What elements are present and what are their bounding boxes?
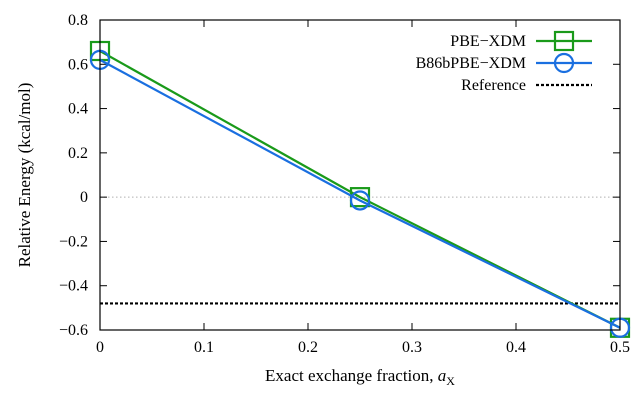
y-tick-label: −0.4 xyxy=(59,278,88,295)
x-tick-label: 0.1 xyxy=(194,339,214,356)
y-tick-label: 0.6 xyxy=(68,56,88,73)
x-axis-label-subscript: X xyxy=(446,374,455,388)
legend-swatch-marker xyxy=(553,52,575,74)
legend-label: PBE−XDM xyxy=(450,33,526,50)
plot-frame xyxy=(99,19,621,331)
x-tick-label: 0.3 xyxy=(402,339,422,356)
x-tick-label: 0 xyxy=(96,339,104,356)
x-tick-label: 0.2 xyxy=(298,339,318,356)
legend-label: Reference xyxy=(461,77,526,94)
legend-swatch-marker xyxy=(553,30,575,52)
x-axis-label-symbol: a xyxy=(438,366,447,385)
y-axis-label: Relative Energy (kcal/mol) xyxy=(15,83,34,268)
legend-label: B86bPBE−XDM xyxy=(416,55,526,72)
y-tick-label: 0 xyxy=(80,189,88,206)
x-tick-label: 0.5 xyxy=(610,339,630,356)
series-line xyxy=(99,58,621,329)
y-tick-label: −0.6 xyxy=(59,322,88,339)
y-tick-label: 0.2 xyxy=(68,145,88,162)
y-tick-label: −0.2 xyxy=(59,233,88,250)
y-tick-label: 0.8 xyxy=(68,12,88,29)
data-point xyxy=(349,190,371,211)
y-tick-label: 0.4 xyxy=(68,101,88,118)
series-line xyxy=(99,50,621,329)
x-axis-label-text: Exact exchange fraction, xyxy=(265,366,434,385)
x-tick-label: 0.4 xyxy=(506,339,526,356)
x-axis-label: Exact exchange fraction, aX xyxy=(265,366,455,388)
